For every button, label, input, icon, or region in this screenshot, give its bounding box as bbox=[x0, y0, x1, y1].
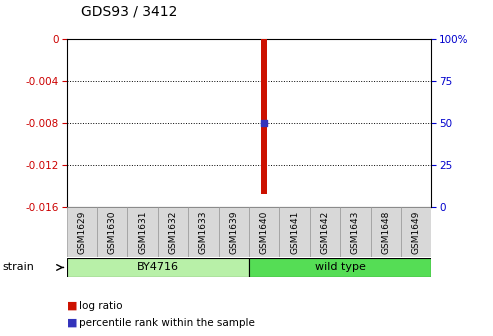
Bar bbox=[340, 207, 371, 257]
Text: BY4716: BY4716 bbox=[137, 262, 179, 272]
Text: ■: ■ bbox=[67, 301, 77, 311]
Bar bbox=[371, 207, 401, 257]
Bar bbox=[97, 207, 127, 257]
Bar bbox=[249, 207, 280, 257]
Bar bbox=[310, 207, 340, 257]
Text: ■: ■ bbox=[67, 318, 77, 328]
Text: wild type: wild type bbox=[315, 262, 366, 272]
Text: GSM1630: GSM1630 bbox=[107, 210, 117, 254]
Bar bbox=[158, 207, 188, 257]
Text: GSM1632: GSM1632 bbox=[169, 210, 177, 254]
Text: GSM1641: GSM1641 bbox=[290, 210, 299, 254]
Text: GSM1633: GSM1633 bbox=[199, 210, 208, 254]
Point bbox=[260, 120, 268, 125]
Text: GSM1642: GSM1642 bbox=[320, 210, 329, 254]
Bar bbox=[401, 207, 431, 257]
Text: log ratio: log ratio bbox=[79, 301, 122, 311]
Bar bbox=[188, 207, 218, 257]
Bar bbox=[67, 207, 97, 257]
Bar bbox=[249, 258, 431, 277]
Text: GSM1643: GSM1643 bbox=[351, 210, 360, 254]
Text: GDS93 / 3412: GDS93 / 3412 bbox=[81, 4, 177, 18]
Text: GSM1649: GSM1649 bbox=[412, 210, 421, 254]
Bar bbox=[67, 258, 249, 277]
Text: GSM1640: GSM1640 bbox=[260, 210, 269, 254]
Bar bbox=[261, 39, 267, 194]
Text: strain: strain bbox=[2, 262, 35, 272]
Text: GSM1639: GSM1639 bbox=[229, 210, 238, 254]
Text: percentile rank within the sample: percentile rank within the sample bbox=[79, 318, 255, 328]
Text: GSM1648: GSM1648 bbox=[381, 210, 390, 254]
Text: GSM1631: GSM1631 bbox=[138, 210, 147, 254]
Bar bbox=[127, 207, 158, 257]
Bar bbox=[218, 207, 249, 257]
Bar bbox=[280, 207, 310, 257]
Text: GSM1629: GSM1629 bbox=[77, 210, 86, 254]
